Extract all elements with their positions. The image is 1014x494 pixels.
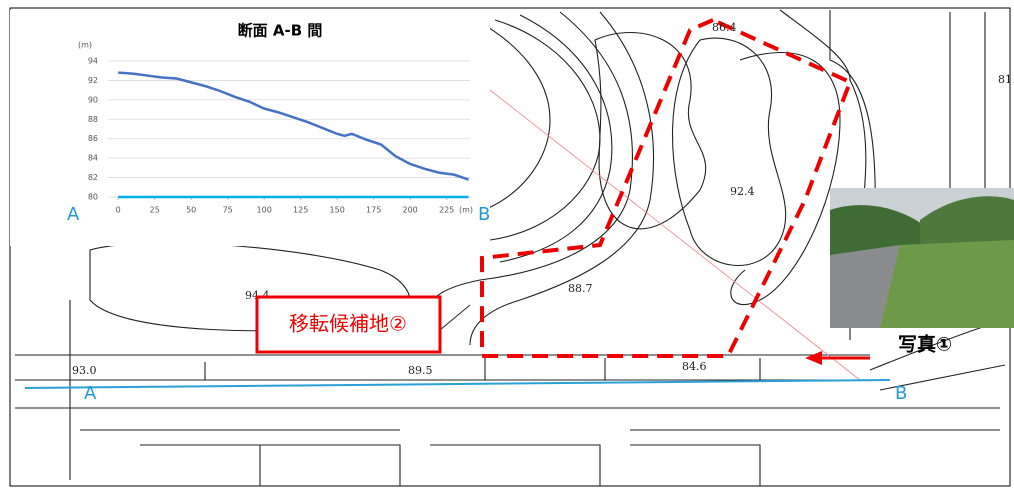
spot-height: 84.6 — [682, 360, 707, 373]
section-start: A — [84, 383, 97, 404]
y-unit: (m) — [78, 41, 92, 50]
spot-heights: 86.4 92.4 88.7 94.4 89.5 84.6 93.0 81 — [72, 21, 1012, 377]
x-tick-label: 150 — [330, 206, 345, 215]
y-tick-label: 92 — [88, 76, 98, 85]
y-tick-label: 88 — [88, 115, 98, 124]
y-tick-label: 80 — [88, 193, 98, 202]
candidate-label: 移転候補地② — [289, 312, 407, 336]
chart-background — [10, 10, 490, 246]
y-tick-label: 90 — [88, 95, 98, 104]
callout-leader — [439, 304, 471, 331]
x-tick-label: 50 — [186, 206, 196, 215]
spot-height: 92.4 — [730, 185, 755, 198]
spot-height: 86.4 — [712, 21, 737, 34]
x-tick-label: 25 — [150, 206, 160, 215]
x-tick-label: 175 — [366, 206, 381, 215]
section-line — [24, 379, 891, 389]
spot-height: 89.5 — [408, 364, 433, 377]
x-unit: (m) — [459, 206, 473, 215]
x-tick-label: 200 — [403, 206, 418, 215]
section-end: B — [895, 383, 907, 404]
x-tick-label: 0 — [116, 206, 121, 215]
photo-label: 写真① — [898, 333, 952, 356]
profile-chart: 断面 A-B 間 (m) (m) A B 80 82 84 86 88 90 92 94 0 25… — [10, 10, 490, 246]
chart-title: 断面 A-B 間 — [238, 22, 323, 40]
x-tick-label: 225 — [439, 206, 454, 215]
x-tick-label: 100 — [257, 206, 272, 215]
spot-height: 81 — [998, 73, 1012, 86]
profile-line — [118, 71, 469, 181]
spot-height: 93.0 — [72, 364, 97, 377]
y-tick-label: 86 — [88, 134, 98, 143]
candidate-label-box — [255, 295, 442, 354]
x-tick-label: 125 — [293, 206, 308, 215]
y-tick-label: 84 — [88, 154, 98, 163]
y-tick-label: 94 — [88, 57, 98, 66]
photo-arrow-head — [805, 351, 822, 365]
chart-start-label: A — [67, 204, 80, 225]
y-tick-label: 82 — [88, 173, 98, 182]
x-tick-label: 75 — [223, 206, 233, 215]
chart-end-label: B — [478, 204, 490, 225]
candidate-area — [480, 17, 853, 358]
photo — [830, 188, 1014, 328]
spot-height: 88.7 — [568, 282, 593, 295]
